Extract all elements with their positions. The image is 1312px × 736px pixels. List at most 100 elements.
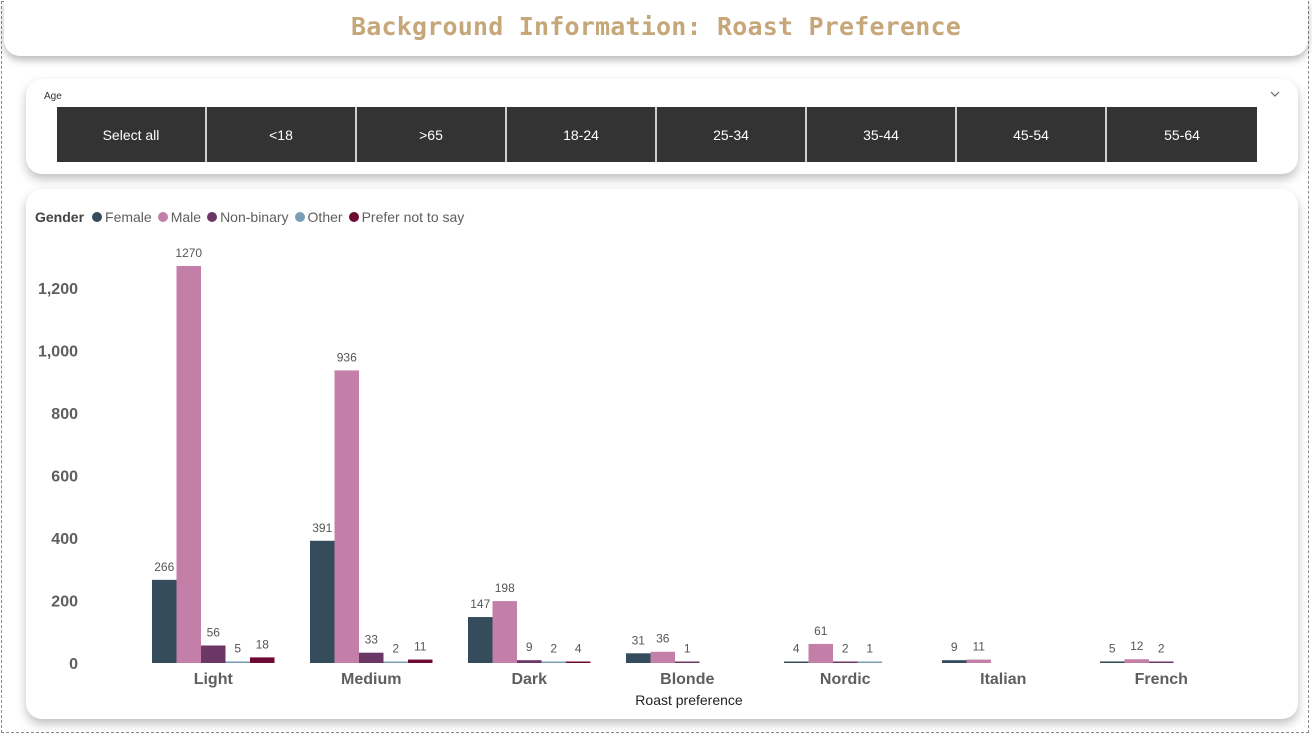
slicer-option-age-7[interactable]: 55-64 bbox=[1107, 107, 1257, 162]
bar-prefer-not-to-say bbox=[408, 659, 433, 663]
bar-other bbox=[541, 661, 566, 663]
bar-chart: 0 200 400 600 800 1,000 1,200 266 1270 56 5 18 Light… bbox=[38, 246, 1188, 708]
bar-male bbox=[808, 643, 833, 663]
y-tick-label: 1,200 bbox=[38, 281, 78, 298]
bar-non-binary bbox=[675, 661, 700, 663]
legend-label: Other bbox=[307, 209, 343, 225]
legend-label: Prefer not to say bbox=[361, 209, 465, 225]
legend-dot-icon bbox=[294, 212, 305, 222]
data-label: 61 bbox=[814, 624, 828, 638]
data-label: 4 bbox=[793, 642, 800, 656]
data-label: 36 bbox=[656, 632, 670, 646]
bar-non-binary bbox=[359, 652, 384, 663]
bar-prefer-not-to-say bbox=[566, 661, 591, 663]
data-label: 198 bbox=[495, 581, 515, 595]
bar-female bbox=[784, 661, 809, 663]
x-tick-label: French bbox=[1135, 671, 1188, 688]
legend-item[interactable]: Prefer not to say bbox=[348, 209, 465, 225]
y-tick-label: 200 bbox=[51, 593, 78, 610]
bar-male bbox=[1124, 659, 1149, 663]
bar-female bbox=[152, 579, 177, 663]
bar-prefer-not-to-say bbox=[250, 657, 275, 663]
data-label: 5 bbox=[234, 641, 241, 655]
x-tick-label: Medium bbox=[341, 671, 401, 688]
legend-dot-icon bbox=[207, 212, 218, 222]
slicer-option-age-4[interactable]: 25-34 bbox=[657, 107, 807, 162]
bar-other bbox=[225, 661, 250, 663]
data-label: 147 bbox=[470, 597, 490, 611]
data-label: 9 bbox=[951, 640, 958, 654]
legend-label: Non-binary bbox=[220, 209, 289, 225]
title-card: Background Information: Roast Preference bbox=[4, 0, 1308, 56]
data-label: 1270 bbox=[175, 246, 202, 260]
slicer-option-select-all[interactable]: Select all bbox=[57, 107, 207, 162]
bar-male bbox=[492, 601, 517, 663]
x-tick-label: Italian bbox=[980, 671, 1026, 688]
chart-card: Gender Female Male Non-binary Other Prefer n… bbox=[26, 189, 1298, 719]
data-label: 391 bbox=[312, 521, 332, 535]
data-label: 56 bbox=[207, 625, 221, 639]
y-tick-label: 600 bbox=[51, 468, 78, 485]
legend-label: Male bbox=[170, 209, 202, 225]
data-label: 266 bbox=[154, 560, 174, 574]
y-tick-label: 800 bbox=[51, 406, 78, 423]
slicer-option-age-6[interactable]: 45-54 bbox=[957, 107, 1107, 162]
bar-male bbox=[334, 370, 359, 663]
slicer-label: Age bbox=[44, 91, 62, 102]
data-label: 2 bbox=[392, 642, 399, 656]
data-label: 11 bbox=[414, 640, 427, 654]
x-tick-label: Blonde bbox=[660, 671, 714, 688]
bar-other bbox=[383, 661, 408, 663]
legend-item[interactable]: Non-binary bbox=[207, 209, 289, 225]
bar-female bbox=[310, 540, 335, 663]
y-tick-label: 1,000 bbox=[38, 343, 78, 360]
bar-non-binary bbox=[833, 661, 858, 663]
legend-item[interactable]: Male bbox=[157, 209, 202, 225]
bar-non-binary bbox=[1149, 661, 1174, 663]
slicer-option-age-1[interactable]: <18 bbox=[207, 107, 357, 162]
data-label: 1 bbox=[866, 642, 873, 656]
data-label: 18 bbox=[256, 637, 270, 651]
x-tick-label: Dark bbox=[511, 671, 547, 688]
slicer-option-age-5[interactable]: 35-44 bbox=[807, 107, 957, 162]
x-axis-title: Roast preference bbox=[635, 692, 743, 708]
data-label: 12 bbox=[1130, 639, 1144, 653]
legend-title: Gender bbox=[35, 209, 85, 225]
legend-label: Female bbox=[105, 209, 152, 225]
data-label: 2 bbox=[1158, 642, 1165, 656]
slicer-option-age-3[interactable]: 18-24 bbox=[507, 107, 657, 162]
bar-female bbox=[942, 660, 967, 663]
legend-dot-icon bbox=[348, 212, 359, 222]
legend-item[interactable]: Female bbox=[92, 209, 152, 225]
y-tick-label: 0 bbox=[69, 656, 78, 673]
bar-male bbox=[176, 266, 201, 663]
bar-female bbox=[468, 617, 493, 663]
x-tick-label: Light bbox=[194, 671, 234, 688]
data-label: 4 bbox=[575, 642, 582, 656]
data-label: 33 bbox=[365, 633, 379, 647]
x-tick-label: Nordic bbox=[820, 671, 871, 688]
bar-male bbox=[650, 651, 675, 663]
legend-dot-icon bbox=[157, 212, 168, 222]
slicer-button-group: Select all <18 >65 18-24 25-34 35-44 45-54 55-6… bbox=[57, 107, 1257, 162]
bar-female bbox=[1100, 661, 1125, 663]
bar-male bbox=[966, 659, 991, 663]
data-label: 31 bbox=[632, 633, 646, 647]
y-tick-label: 400 bbox=[51, 531, 78, 548]
data-label: 2 bbox=[550, 642, 557, 656]
bar-other bbox=[857, 661, 882, 663]
bar-non-binary bbox=[517, 660, 542, 663]
slicer-option-age-2[interactable]: >65 bbox=[357, 107, 507, 162]
bar-female bbox=[626, 653, 651, 663]
data-label: 9 bbox=[526, 640, 533, 654]
age-slicer: Age Select all <18 >65 18-24 25-34 35-44 45-54… bbox=[26, 79, 1298, 174]
page-title: Background Information: Roast Preference bbox=[350, 12, 962, 41]
data-label: 2 bbox=[842, 642, 849, 656]
legend: Gender Female Male Non-binary Other Prefer n… bbox=[35, 209, 470, 225]
legend-dot-icon bbox=[92, 212, 103, 222]
bar-non-binary bbox=[201, 645, 226, 663]
data-label: 1 bbox=[684, 642, 691, 656]
legend-item[interactable]: Other bbox=[294, 209, 343, 225]
data-label: 5 bbox=[1109, 641, 1116, 655]
chevron-down-icon[interactable] bbox=[1270, 89, 1280, 99]
